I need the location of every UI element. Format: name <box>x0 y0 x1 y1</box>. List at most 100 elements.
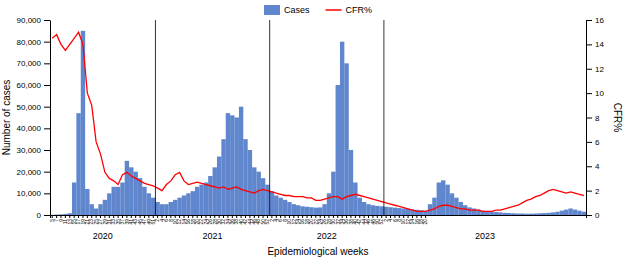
y-tick: 40,000 <box>17 124 50 133</box>
bar <box>221 139 225 215</box>
bar <box>85 189 89 215</box>
tick-mark <box>381 215 382 218</box>
tick-mark <box>586 166 592 167</box>
y-tick: 60,000 <box>17 81 50 90</box>
bar <box>256 172 260 215</box>
bar <box>98 204 102 215</box>
bar <box>125 161 129 215</box>
tick-mark <box>197 215 198 218</box>
y2-axis-title: CFR% <box>612 103 623 133</box>
bar <box>353 183 357 216</box>
bar <box>305 207 309 215</box>
tick-mark <box>44 128 50 129</box>
tick-mark <box>44 172 50 173</box>
tick-mark <box>219 215 220 218</box>
legend: Cases CFR% <box>264 5 372 15</box>
bar <box>208 176 212 215</box>
tick-mark <box>315 215 316 218</box>
tick-mark <box>298 215 299 218</box>
tick-mark <box>179 215 180 218</box>
tick-mark <box>60 215 61 218</box>
bar <box>503 213 507 215</box>
tick-mark <box>289 215 290 218</box>
bar <box>217 157 221 216</box>
y-tick: 30,000 <box>17 146 50 155</box>
tick-mark <box>144 215 145 218</box>
tick-mark <box>44 20 50 21</box>
tick-mark <box>355 215 356 218</box>
y2-axis: 0246810121416 <box>586 16 604 220</box>
bar <box>467 207 471 215</box>
bar <box>463 205 467 215</box>
tick-mark <box>263 215 264 218</box>
tick-mark <box>131 215 132 218</box>
bar <box>507 213 511 215</box>
tick-mark <box>109 215 110 218</box>
tick-mark <box>324 215 325 218</box>
bar <box>524 214 528 215</box>
tick-mark <box>271 215 272 218</box>
tick-mark <box>148 215 149 218</box>
bar <box>573 210 577 215</box>
tick-mark <box>100 215 101 218</box>
bar <box>147 193 151 215</box>
tick-label: 70,000 <box>17 59 42 68</box>
bar <box>560 211 564 215</box>
tick-mark <box>188 215 189 218</box>
tick-mark <box>377 215 378 218</box>
bar <box>116 187 120 215</box>
bar <box>388 207 392 215</box>
y-tick: 0 <box>37 211 50 220</box>
tick-mark <box>416 215 417 218</box>
tick-mark <box>74 215 75 218</box>
bar <box>107 193 111 215</box>
bar <box>300 206 304 215</box>
tick-mark <box>140 215 141 218</box>
tick-mark <box>342 215 343 218</box>
legend-item: Cases <box>264 5 310 15</box>
tick-label: 2 <box>595 187 600 196</box>
bar <box>112 187 116 215</box>
bar <box>533 213 537 215</box>
bar <box>529 214 533 215</box>
tick-mark <box>249 215 250 218</box>
tick-mark <box>175 215 176 218</box>
bar <box>252 167 256 215</box>
y-tick: 90,000 <box>17 16 50 25</box>
tick-mark <box>320 215 321 218</box>
bar <box>90 204 94 215</box>
bar <box>235 118 239 216</box>
tick-mark <box>201 215 202 218</box>
tick-label: 10 <box>595 89 604 98</box>
y-tick: 50,000 <box>17 103 50 112</box>
tick-mark <box>157 215 158 218</box>
tick-mark <box>210 215 211 218</box>
tick-mark <box>337 215 338 218</box>
y2-tick: 10 <box>586 89 604 98</box>
bar <box>261 178 265 215</box>
bar <box>204 183 208 216</box>
year-separator <box>269 20 270 215</box>
bar <box>582 212 586 215</box>
y2-tick: 0 <box>586 211 600 220</box>
bar <box>59 214 63 215</box>
tick-mark <box>126 215 127 218</box>
tick-mark <box>44 42 50 43</box>
tick-mark <box>586 118 592 119</box>
tick-mark <box>122 215 123 218</box>
bar <box>358 198 362 215</box>
bar <box>309 207 313 215</box>
bar <box>191 191 195 215</box>
bar <box>103 200 107 215</box>
tick-mark <box>254 215 255 218</box>
tick-label: 40,000 <box>17 124 42 133</box>
bar <box>454 198 458 215</box>
legend-item: CFR% <box>326 5 373 15</box>
tick-mark <box>267 215 268 218</box>
year-label: 2021 <box>203 231 223 241</box>
tick-mark <box>69 215 70 218</box>
tick-mark <box>192 215 193 218</box>
bar <box>278 198 282 215</box>
tick-mark <box>586 69 592 70</box>
tick-mark <box>162 215 163 218</box>
